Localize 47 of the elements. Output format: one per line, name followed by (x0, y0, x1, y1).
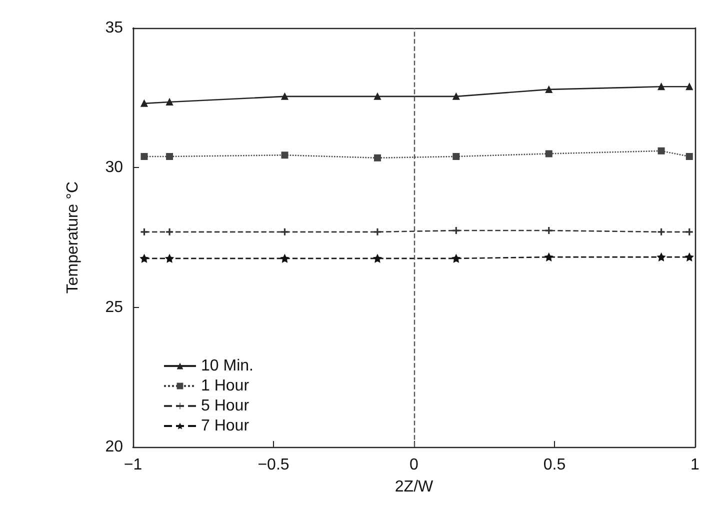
point (166, 152, 174, 160)
point (281, 228, 288, 236)
legend-label: 10 Min. (201, 358, 254, 374)
point (658, 147, 665, 154)
point (140, 228, 148, 236)
point (281, 152, 288, 159)
point (166, 228, 174, 236)
y-tick-label: 30 (105, 159, 124, 176)
point (374, 154, 381, 162)
legend-label: 7 Hour (201, 418, 250, 434)
x-tick-label: 0 (410, 456, 419, 474)
y-tick-label: 20 (105, 438, 124, 456)
point (658, 83, 665, 90)
x-tick-label: 1 (690, 456, 700, 474)
point (452, 254, 460, 262)
point (373, 254, 382, 262)
point (166, 254, 174, 262)
point (140, 254, 148, 262)
x-axis-title: 2Z/W (394, 478, 434, 496)
point (280, 254, 289, 262)
point (544, 253, 553, 262)
legend-label: 1 Hour (201, 378, 250, 394)
point (658, 228, 665, 236)
x-tick-label: −1 (124, 456, 142, 474)
point (452, 92, 460, 100)
point (686, 83, 693, 90)
point (545, 227, 552, 234)
point (657, 253, 666, 262)
point (686, 228, 693, 236)
point (140, 152, 148, 160)
point (685, 253, 694, 262)
point (374, 92, 381, 100)
x-tick-label: 0.5 (543, 456, 566, 474)
point (452, 227, 460, 234)
legend-label: 5 Hour (201, 398, 250, 414)
point (545, 150, 552, 158)
y-axis-title: Temperature °C (64, 181, 82, 294)
point (166, 98, 174, 106)
y-tick-label: 35 (105, 20, 124, 36)
x-tick-label: −0.5 (258, 456, 290, 474)
y-tick-label: 25 (105, 298, 124, 316)
point (140, 100, 148, 107)
point (374, 228, 381, 236)
point (452, 152, 460, 160)
point (545, 86, 552, 93)
point (686, 152, 693, 160)
point (281, 92, 288, 100)
